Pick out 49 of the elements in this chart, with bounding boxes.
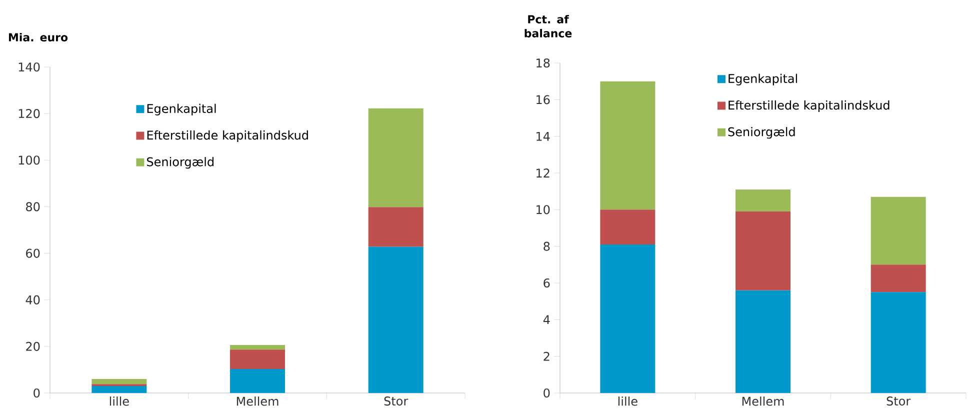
x-tick-label: lille bbox=[110, 396, 129, 406]
y-axis-title: Pct. af balance bbox=[524, 14, 572, 38]
y-tick-label: 12 bbox=[536, 168, 550, 178]
legend-label: Efterstillede kapitalindskud bbox=[728, 100, 890, 112]
y-tick-label: 4 bbox=[543, 315, 550, 324]
x-tick-label: lille bbox=[618, 396, 638, 406]
bar bbox=[736, 189, 791, 212]
bar bbox=[600, 244, 656, 393]
y-tick-label: 140 bbox=[18, 62, 40, 72]
y-tick-label: 40 bbox=[26, 295, 40, 304]
bar bbox=[600, 81, 656, 210]
bar bbox=[870, 264, 926, 292]
y-tick-label: 80 bbox=[26, 202, 40, 212]
y-tick-label: 8 bbox=[544, 242, 550, 251]
bar bbox=[368, 108, 424, 208]
y-axis-title: Mia. euro bbox=[8, 32, 68, 42]
bar bbox=[368, 207, 424, 247]
bar bbox=[870, 196, 926, 265]
y-tick-label: 60 bbox=[26, 248, 40, 258]
legend-label: Egenkapital bbox=[147, 104, 216, 116]
y-tick-label: 10 bbox=[536, 205, 550, 214]
legend-label: Egenkapital bbox=[728, 74, 798, 86]
bar bbox=[736, 211, 791, 290]
bar bbox=[92, 379, 147, 384]
legend-label: Seniorgæld bbox=[146, 157, 214, 169]
x-tick-label: Mellem bbox=[236, 396, 278, 406]
bar bbox=[92, 386, 147, 393]
bar bbox=[230, 350, 286, 369]
y-tick-label: 0 bbox=[544, 388, 550, 398]
y-tick-label: 18 bbox=[536, 58, 550, 68]
legend-label: Efterstillede kapitalindskud bbox=[147, 130, 308, 142]
y-tick-label: 6 bbox=[544, 278, 550, 288]
y-tick-label: 120 bbox=[18, 109, 40, 118]
x-tick-label: Mellem bbox=[742, 396, 784, 406]
x-tick-label: Stor bbox=[384, 396, 408, 406]
bar bbox=[870, 292, 926, 393]
y-tick-label: 100 bbox=[18, 156, 40, 165]
y-tick-label: 0 bbox=[34, 388, 40, 398]
y-tick-label: 14 bbox=[536, 132, 550, 141]
y-tick-label: 20 bbox=[26, 342, 40, 351]
y-tick-label: 2 bbox=[544, 352, 550, 361]
bar bbox=[736, 290, 791, 393]
bar bbox=[230, 369, 286, 393]
y-tick-label: 16 bbox=[536, 95, 550, 104]
bar bbox=[600, 210, 656, 244]
legend-label: Seniorgæld bbox=[728, 127, 795, 139]
x-tick-label: Stor bbox=[886, 396, 911, 406]
bar bbox=[230, 345, 286, 350]
bar bbox=[368, 246, 424, 393]
